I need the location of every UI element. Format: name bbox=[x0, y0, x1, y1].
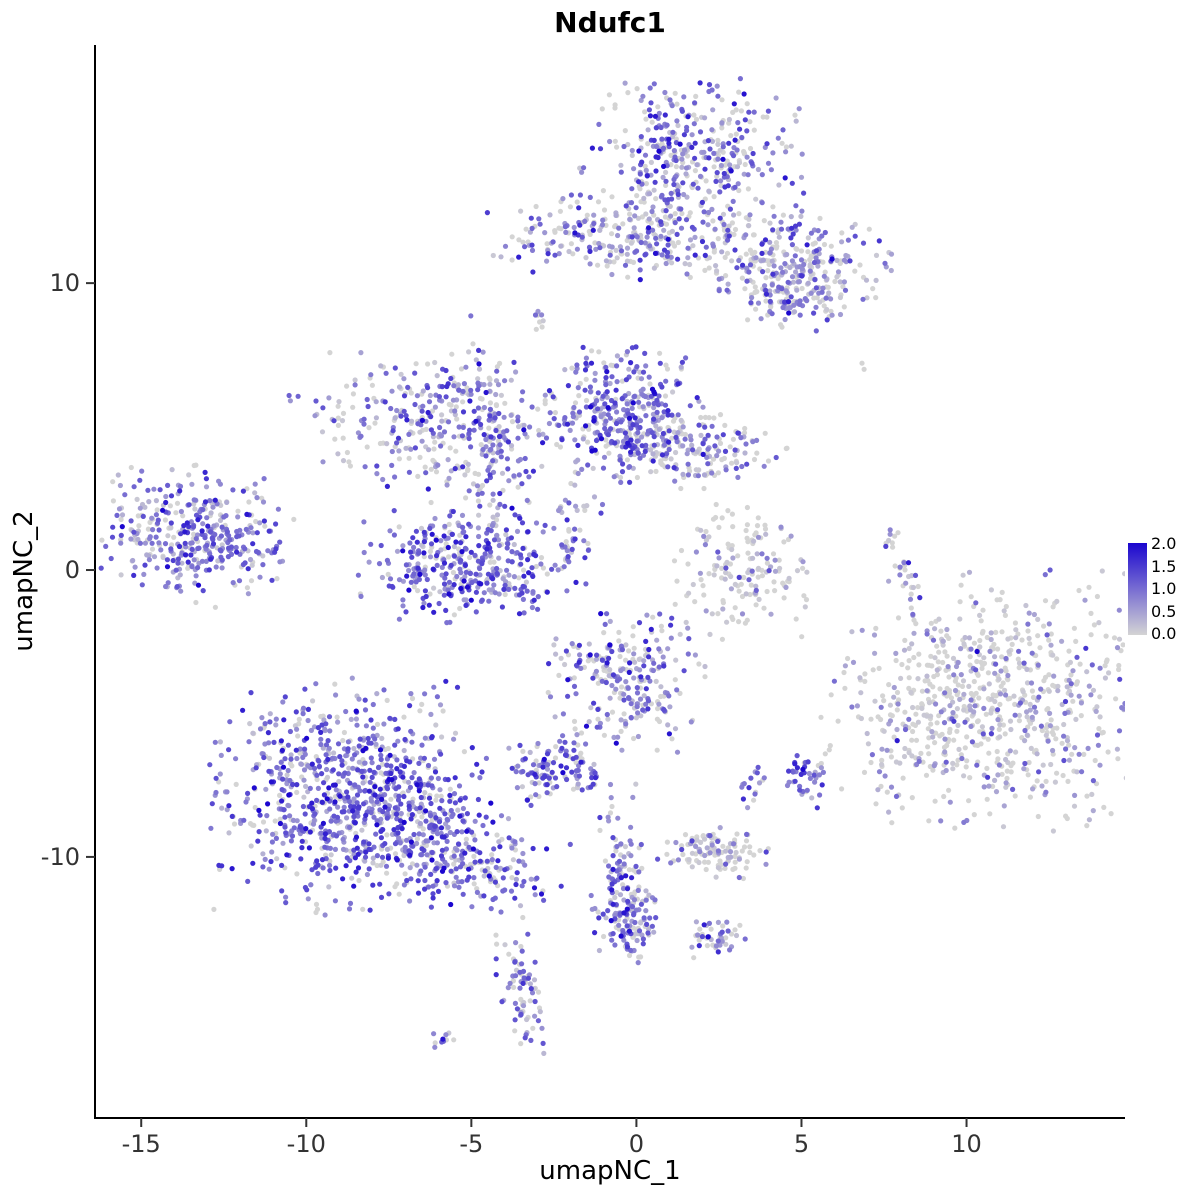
x-tick-label: -5 bbox=[459, 1130, 483, 1158]
legend-tick-label: 1.0 bbox=[1151, 579, 1177, 598]
colorbar-tick-labels: 2.0 1.5 1.0 0.5 0.0 bbox=[1151, 536, 1176, 642]
y-tick-label: 10 bbox=[49, 269, 80, 297]
x-tick-label: -15 bbox=[122, 1130, 161, 1158]
x-tick-label: 10 bbox=[951, 1130, 982, 1158]
x-axis-label: umapNC_1 bbox=[539, 1156, 681, 1186]
points-layer bbox=[98, 76, 1125, 1056]
colorbar-gradient bbox=[1128, 543, 1147, 635]
legend-tick-label: 2.0 bbox=[1151, 534, 1177, 553]
colorbar-legend: 2.0 1.5 1.0 0.5 0.0 bbox=[1124, 530, 1200, 650]
y-tick-label: -10 bbox=[41, 843, 80, 871]
y-tick-label: 0 bbox=[65, 556, 80, 584]
legend-tick-label: 1.5 bbox=[1151, 556, 1177, 576]
axes-layer: -15 -10 -5 0 5 10 -10 0 10 bbox=[41, 45, 1125, 1158]
y-axis-label: umapNC_2 bbox=[9, 510, 39, 652]
x-tick-label: 5 bbox=[794, 1130, 809, 1158]
legend-tick-label: 0.0 bbox=[1151, 624, 1177, 643]
legend-tick-label: 0.5 bbox=[1151, 601, 1177, 621]
x-tick-label: -10 bbox=[287, 1130, 326, 1158]
plot-title: Ndufc1 bbox=[554, 6, 666, 39]
x-tick-label: 0 bbox=[629, 1130, 644, 1158]
